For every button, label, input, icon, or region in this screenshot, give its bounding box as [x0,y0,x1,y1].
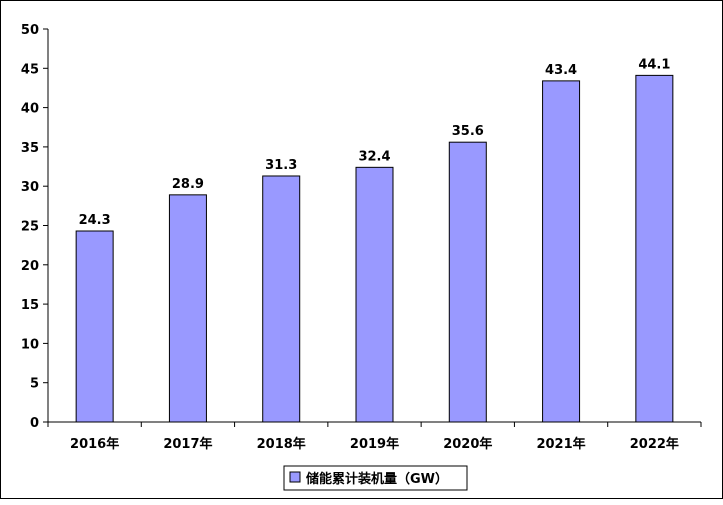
x-tick-label: 2017年 [163,436,212,452]
data-label: 32.4 [358,149,390,164]
y-tick-label: 20 [21,259,39,274]
bar [542,80,581,423]
x-tick-label: 2018年 [257,436,306,452]
bar [635,74,674,423]
y-tick-label: 15 [21,298,39,313]
data-label: 28.9 [172,177,204,192]
data-label: 35.6 [452,124,484,139]
x-tick-label: 2020年 [443,436,492,452]
data-label: 31.3 [265,158,297,173]
bar [355,166,394,423]
x-tick-label: 2019年 [350,436,399,452]
legend: 储能累计装机量（GW） [283,465,468,491]
y-tick-label: 45 [21,62,39,77]
x-tick-label: 2021年 [536,436,585,452]
y-tick-label: 35 [21,141,39,156]
y-tick-label: 0 [30,416,39,431]
data-label: 43.4 [545,63,577,78]
bar [168,194,207,423]
x-tick-label: 2022年 [630,436,679,452]
x-tick-label: 2016年 [70,436,119,452]
data-label: 24.3 [79,213,111,228]
axes-group: 0 5 10 15 20 25 30 35 40 45 50 2016年 2017年 2018年 2019年… [21,23,702,452]
y-tick-label: 10 [21,337,39,352]
y-tick-label: 50 [21,23,39,38]
legend-swatch [289,471,301,483]
y-tick-label: 5 [30,377,39,392]
bar [262,175,301,423]
bars-group: 24.3 28.9 31.3 32.4 35.6 43.4 44.1 [75,57,674,423]
y-tick-label: 25 [21,220,39,235]
bar [448,141,487,423]
legend-box [283,465,468,491]
data-label: 44.1 [638,57,670,72]
legend-label: 储能累计装机量（GW） [305,471,448,487]
y-tick-label: 30 [21,180,39,195]
bar [75,230,114,423]
y-tick-label: 40 [21,102,39,117]
